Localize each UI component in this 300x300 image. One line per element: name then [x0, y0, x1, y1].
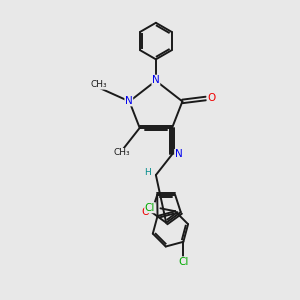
- Text: N: N: [175, 149, 182, 159]
- Text: CH₃: CH₃: [90, 80, 107, 89]
- Text: N: N: [152, 75, 160, 85]
- Text: O: O: [142, 207, 150, 217]
- Text: CH₃: CH₃: [114, 148, 130, 158]
- Text: N: N: [125, 96, 133, 106]
- Text: O: O: [207, 94, 215, 103]
- Text: Cl: Cl: [145, 203, 155, 213]
- Text: H: H: [144, 168, 151, 177]
- Text: Cl: Cl: [178, 257, 188, 267]
